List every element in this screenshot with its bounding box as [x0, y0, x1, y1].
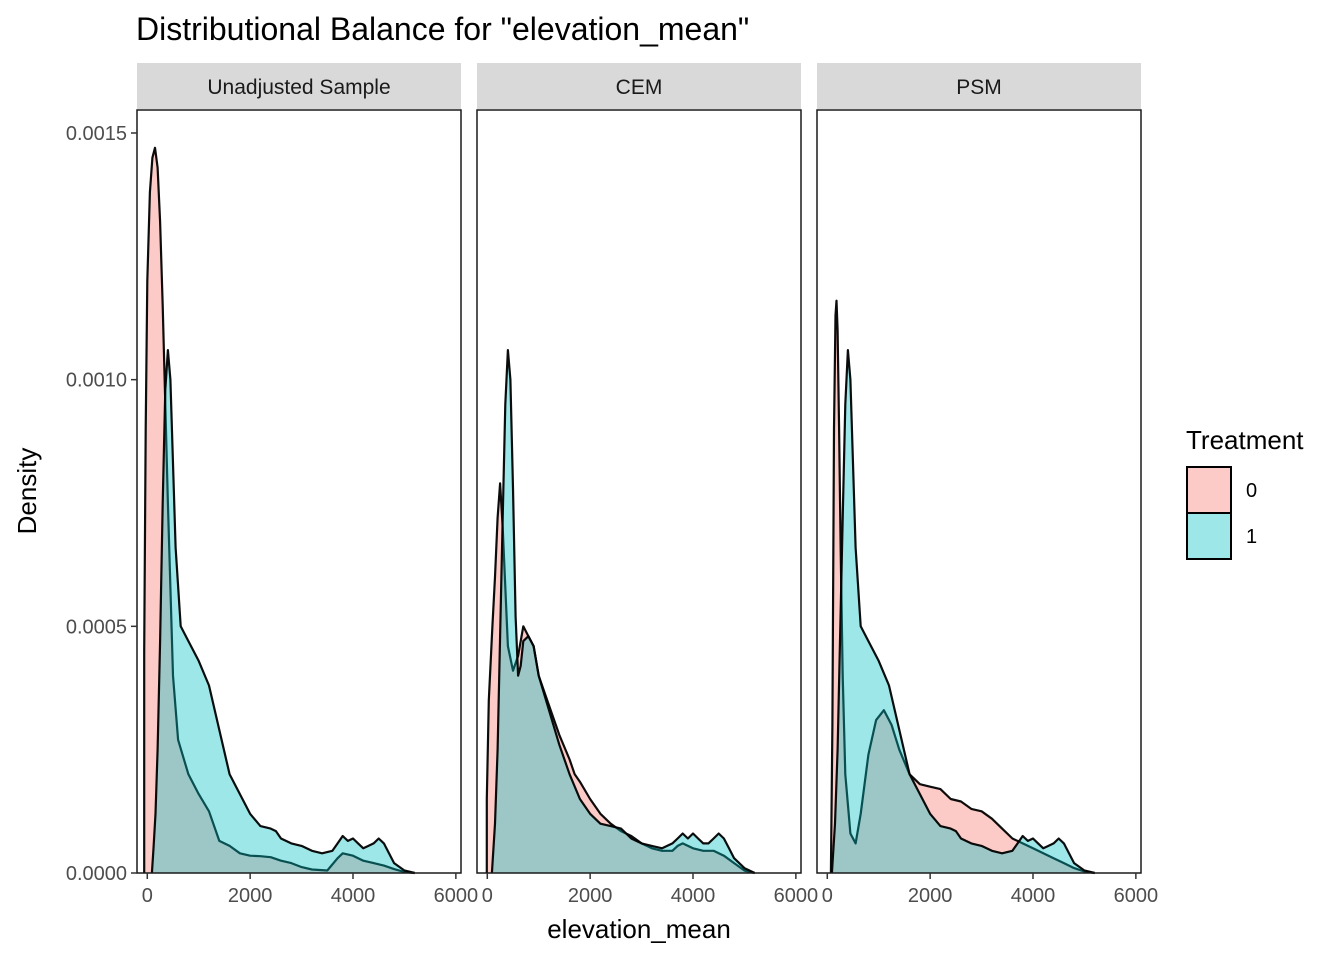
- x-axes: 0 2000 4000 6000 0 2000 4000 6000 0 2000 4000 6000: [142, 873, 1158, 907]
- x-tick-label: 0: [822, 885, 833, 907]
- panel-border: [136, 109, 462, 874]
- facet-strip-label: PSM: [956, 76, 1002, 99]
- facet-panel-2: PSM: [816, 63, 1142, 875]
- panel-background: [137, 110, 461, 873]
- y-tick-label: 0.0015: [66, 123, 127, 145]
- x-tick-label: 0: [142, 885, 153, 907]
- facet-panels: Unadjusted Sample CEM PSM: [136, 63, 1142, 875]
- x-axis-title: elevation_mean: [547, 914, 731, 944]
- legend-label-treatment-1: 1: [1246, 526, 1257, 548]
- legend: Treatment 0 1: [1186, 425, 1304, 560]
- legend-label-treatment-0: 0: [1246, 480, 1257, 502]
- panel-background: [477, 110, 801, 873]
- density-area-treatment-0: [486, 483, 755, 873]
- facet-panel-0: Unadjusted Sample: [136, 63, 462, 875]
- y-tick-label: 0.0010: [66, 370, 127, 392]
- x-tick-label: 6000: [434, 885, 479, 907]
- y-tick-label: 0.0005: [66, 616, 127, 638]
- x-tick-label: 6000: [774, 885, 819, 907]
- density-line-treatment-1: [830, 349, 1095, 875]
- panel-border: [816, 109, 1142, 874]
- legend-key-treatment-0: [1186, 466, 1232, 514]
- x-tick-label: 0: [482, 885, 493, 907]
- y-axis: 0.0000 0.0005 0.0010 0.0015: [66, 123, 137, 885]
- x-tick-label: 4000: [1011, 885, 1056, 907]
- y-axis-title: Density: [12, 448, 42, 535]
- facet-strip: [137, 63, 461, 109]
- facet-strip: [817, 63, 1141, 109]
- density-line-treatment-0: [143, 146, 415, 875]
- x-tick-label: 6000: [1114, 885, 1159, 907]
- x-tick-label: 2000: [908, 885, 953, 907]
- density-area-treatment-1: [831, 350, 1095, 874]
- chart-title: Distributional Balance for "elevation_me…: [136, 11, 749, 47]
- x-tick-label: 4000: [671, 885, 716, 907]
- density-line-treatment-0: [485, 482, 755, 875]
- legend-title: Treatment: [1186, 425, 1304, 455]
- density-line-treatment-1: [150, 349, 415, 875]
- facet-strip-label: Unadjusted Sample: [207, 76, 390, 99]
- x-tick-label: 2000: [228, 885, 273, 907]
- panel-border: [476, 109, 802, 874]
- density-line-treatment-1: [490, 349, 756, 874]
- x-tick-label: 4000: [331, 885, 376, 907]
- facet-panel-1: CEM: [476, 63, 802, 875]
- facet-strip: [477, 63, 801, 109]
- y-tick-label: 0.0000: [66, 863, 127, 885]
- x-tick-label: 2000: [568, 885, 613, 907]
- density-area-treatment-0: [144, 147, 415, 874]
- facet-strip-label: CEM: [616, 76, 663, 99]
- density-area-treatment-1: [151, 350, 415, 874]
- legend-key-treatment-1: [1186, 512, 1232, 560]
